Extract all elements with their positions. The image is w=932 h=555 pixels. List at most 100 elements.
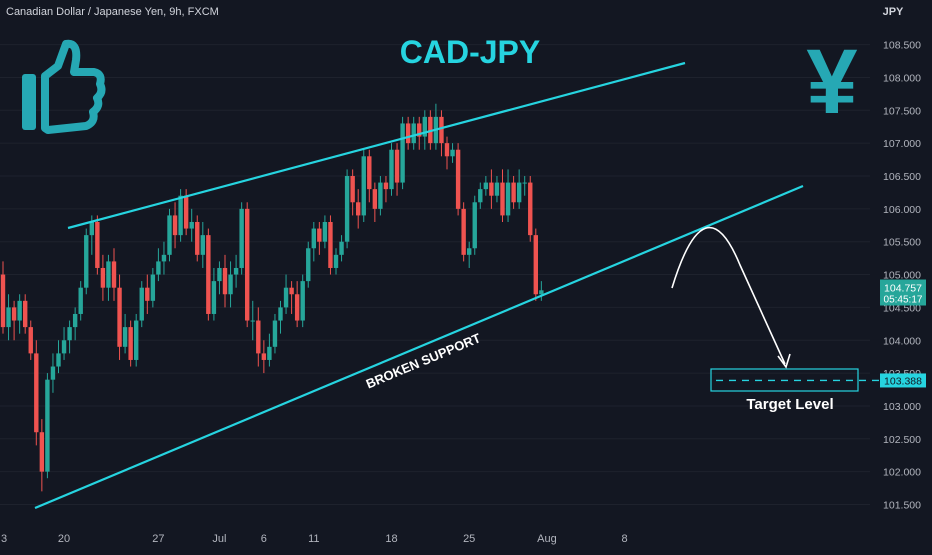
candle-body	[339, 241, 344, 255]
candle	[317, 221, 322, 255]
x-tick-label: Jul	[212, 533, 226, 545]
upper-trendline	[67, 61, 686, 230]
candle-body	[156, 261, 161, 275]
candle-body	[145, 287, 150, 301]
y-tick-label: 107.000	[883, 138, 921, 150]
candle	[34, 340, 39, 446]
candle-body	[461, 208, 466, 255]
candle	[455, 143, 461, 216]
candle	[361, 149, 366, 222]
candle	[222, 254, 228, 308]
candle-body	[489, 182, 494, 196]
candle	[489, 169, 494, 209]
yen-sign-icon: ¥	[806, 31, 857, 133]
candle-body	[444, 143, 450, 157]
y-tick-label: 102.000	[883, 467, 921, 479]
candle	[516, 169, 522, 209]
time-axis[interactable]: 3 20 27 Jul 6 11 18 25 Aug 8	[1, 533, 628, 545]
candle	[311, 221, 316, 262]
candle	[322, 215, 328, 249]
candle	[283, 274, 289, 314]
candle-body	[306, 248, 311, 282]
y-tick-label: 103.000	[883, 401, 921, 413]
x-tick-label: 20	[58, 533, 70, 545]
candle	[11, 300, 17, 341]
candle	[45, 373, 50, 479]
candle-body	[278, 307, 283, 321]
candle	[528, 176, 533, 242]
candle-body	[483, 182, 489, 190]
candle-body	[294, 294, 300, 321]
candle-body	[350, 176, 355, 203]
candle-body	[422, 116, 427, 137]
target-label: Target Level	[746, 396, 833, 413]
candle	[350, 169, 355, 216]
candle	[261, 340, 267, 374]
candle-body	[200, 235, 205, 255]
candle-body	[367, 156, 372, 190]
y-tick-label: 105.500	[883, 237, 921, 249]
candle	[111, 248, 117, 301]
candle-body	[100, 267, 106, 288]
candle-body	[6, 307, 11, 328]
candle-body	[467, 248, 472, 255]
candle	[356, 189, 361, 229]
candle	[233, 254, 239, 288]
candle-body	[472, 202, 477, 249]
candle	[339, 235, 344, 262]
price-axis[interactable]: 101.500102.000102.500103.000103.500104.0…	[883, 40, 921, 512]
candle-body	[478, 189, 483, 203]
candle-body	[11, 307, 17, 321]
candle	[6, 294, 11, 341]
candle-body	[505, 182, 511, 216]
candle-body	[172, 215, 178, 236]
candle-body	[167, 215, 172, 255]
candle-body	[383, 182, 389, 190]
countdown-timer: 05:45:17	[884, 295, 923, 306]
candle-body	[228, 274, 233, 295]
symbol-header: Canadian Dollar / Japanese Yen, 9h, FXCM	[6, 6, 219, 18]
candle	[156, 248, 161, 282]
projection-arrow	[671, 226, 786, 365]
candle-body	[516, 182, 522, 203]
candle	[378, 176, 383, 216]
candle	[145, 274, 150, 314]
candle-body	[267, 346, 272, 360]
candle	[333, 248, 339, 275]
candle-body	[344, 176, 350, 242]
candle	[272, 313, 278, 354]
candle-body	[250, 320, 255, 322]
x-tick-label: 18	[385, 533, 397, 545]
candle-body	[183, 195, 189, 229]
candle	[383, 176, 389, 203]
candle	[84, 228, 89, 295]
candle	[372, 182, 378, 222]
candle	[17, 294, 22, 334]
candle-body	[322, 221, 328, 242]
candle	[239, 202, 244, 275]
x-tick-label: 6	[261, 533, 267, 545]
candle	[78, 281, 83, 321]
x-tick-label: 3	[1, 533, 7, 545]
candle-body	[533, 235, 538, 295]
candle	[522, 176, 527, 196]
candle	[128, 320, 133, 367]
candle-body	[261, 353, 267, 360]
candle-body	[289, 287, 294, 295]
candle	[61, 327, 67, 360]
candle-body	[372, 189, 378, 209]
candle-body	[50, 366, 56, 380]
y-tick-label: 108.000	[883, 72, 921, 84]
candle	[328, 215, 333, 275]
candle-body	[528, 182, 533, 236]
x-tick-label: 27	[152, 533, 164, 545]
candle-body	[500, 182, 505, 216]
candle	[483, 176, 489, 196]
candle	[444, 136, 450, 170]
candle-body	[95, 221, 100, 268]
candle-body	[178, 195, 183, 236]
candle	[245, 202, 250, 328]
candle-body	[122, 327, 128, 347]
candle	[289, 281, 294, 314]
candle-body	[356, 202, 361, 216]
